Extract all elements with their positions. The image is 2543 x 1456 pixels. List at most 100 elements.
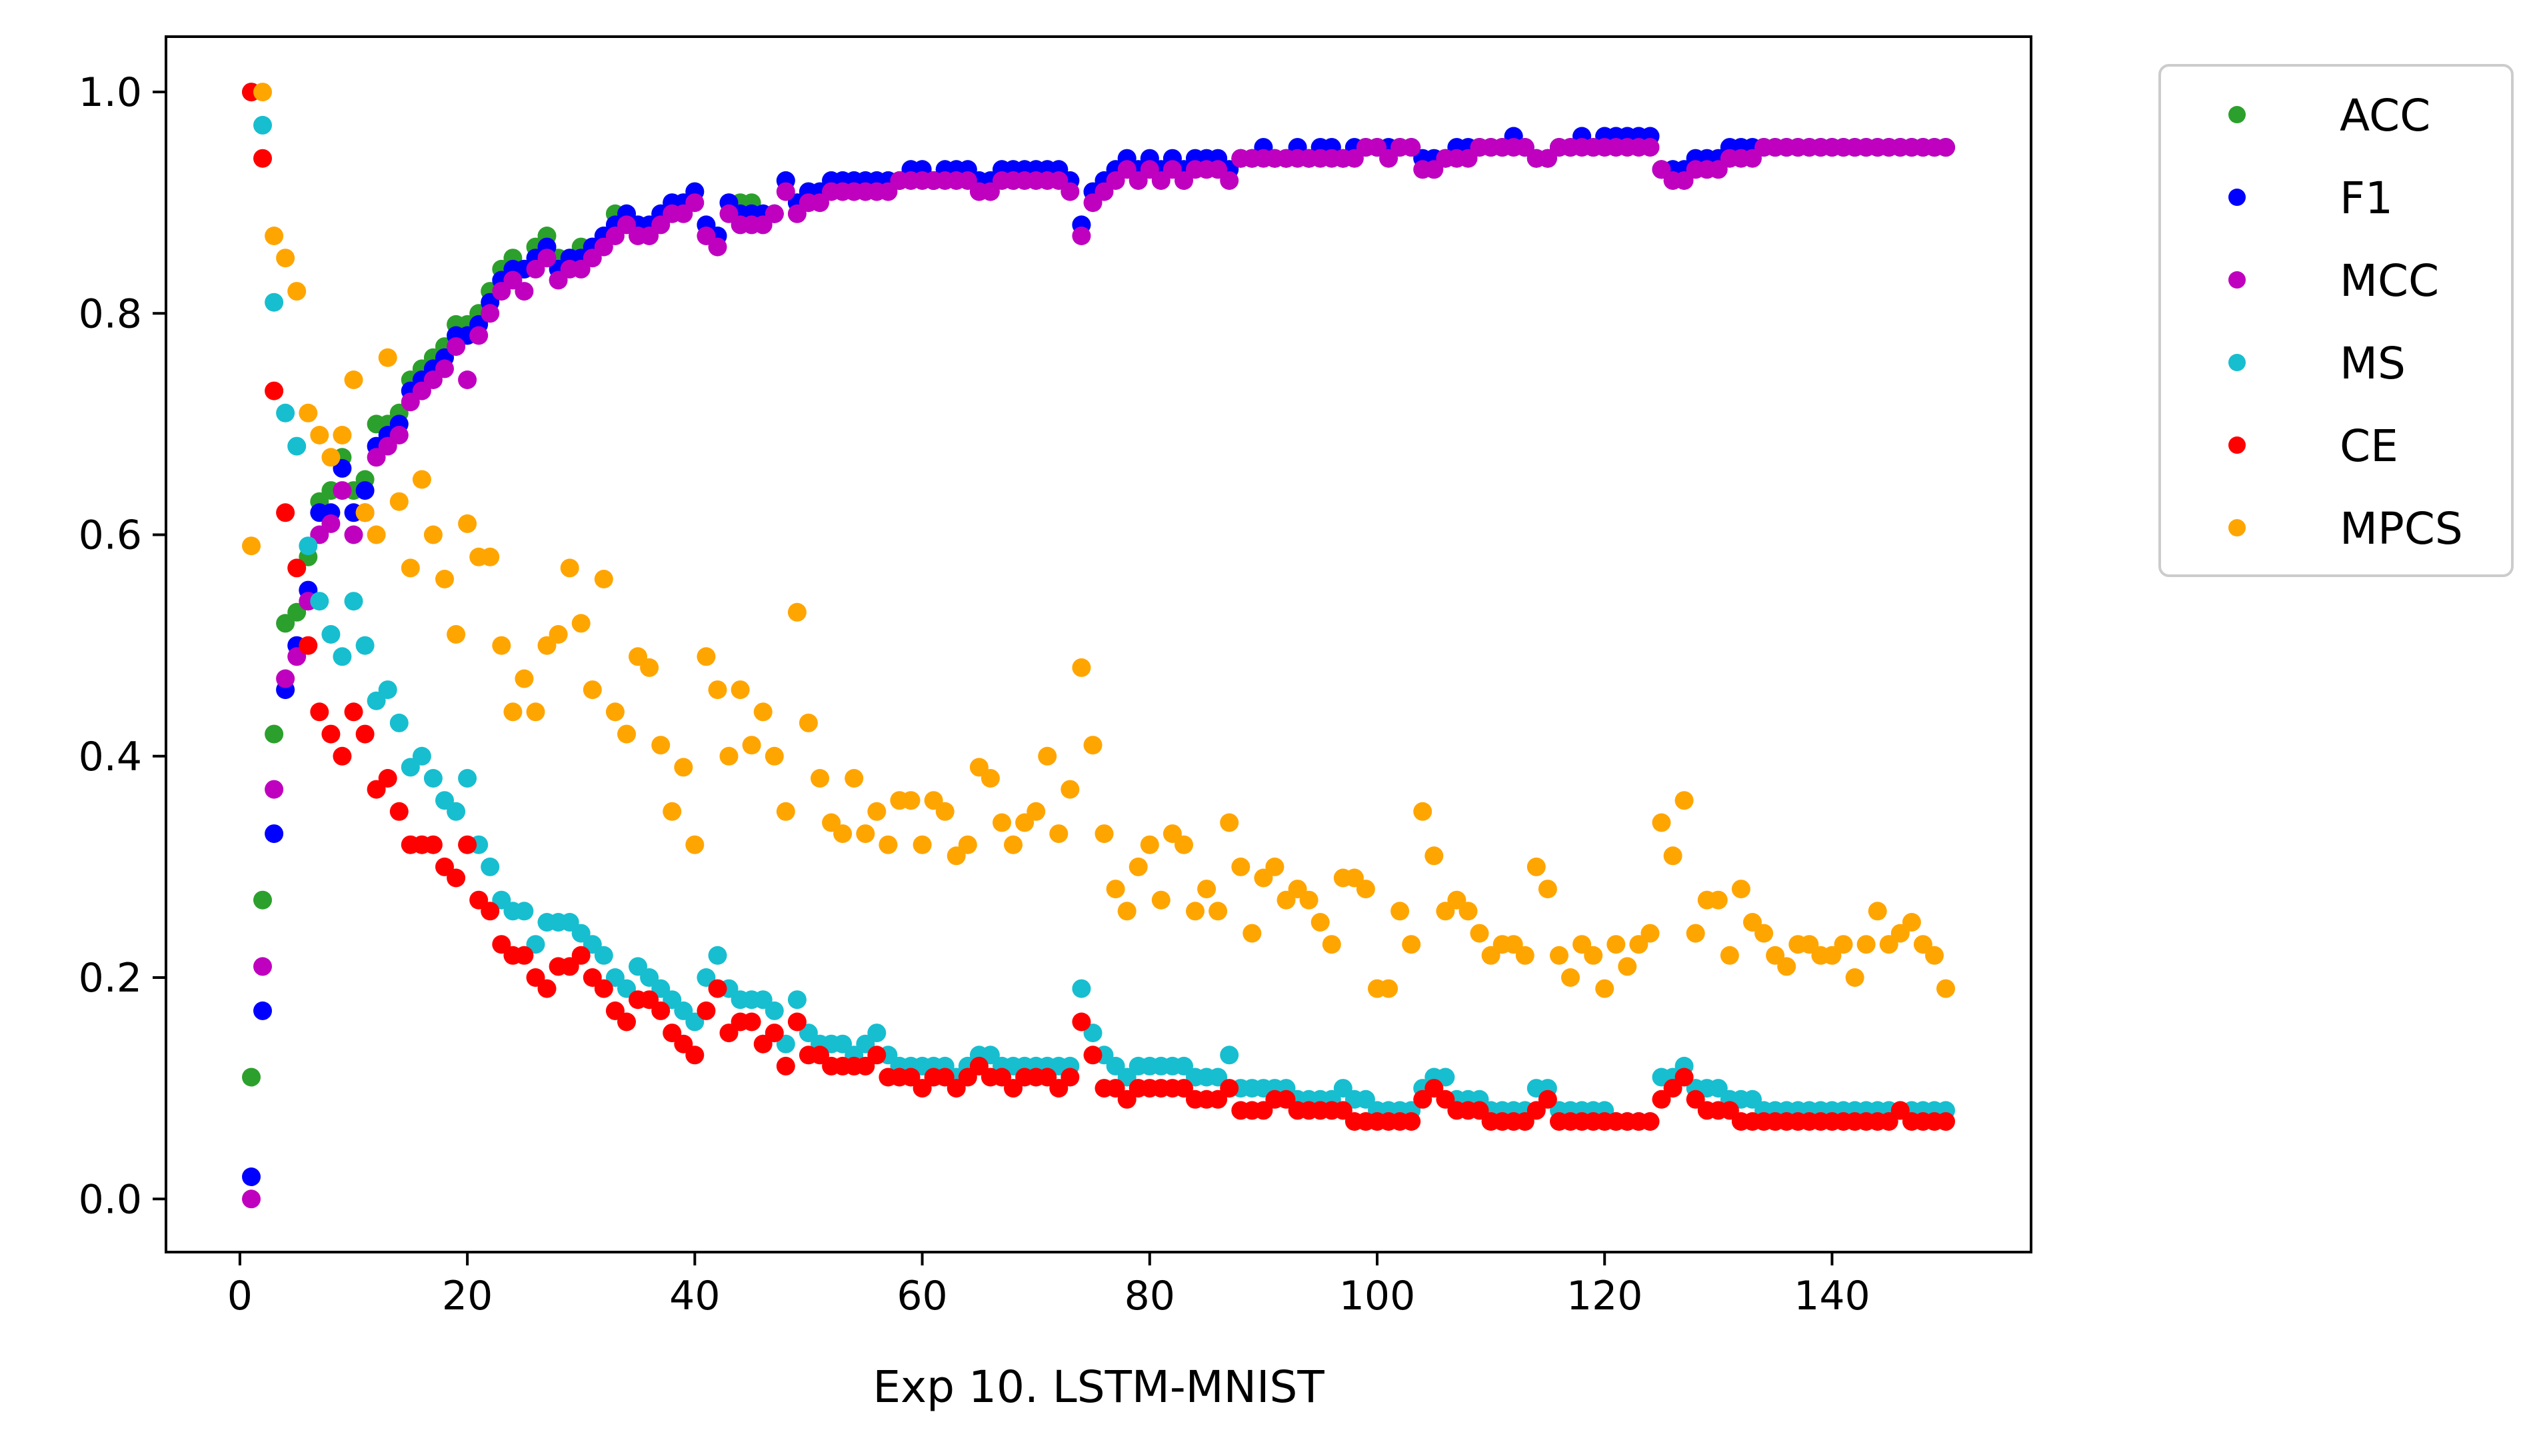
- point-mpcs: [799, 713, 818, 732]
- point-mpcs: [833, 824, 853, 844]
- point-mcc: [447, 337, 466, 357]
- point-mpcs: [674, 758, 693, 777]
- point-f1: [265, 824, 284, 844]
- point-mpcs: [583, 680, 602, 700]
- legend-label: F1: [2340, 173, 2393, 224]
- point-ms: [708, 946, 727, 965]
- point-mpcs: [845, 769, 864, 788]
- x-tick-label: 20: [442, 1273, 493, 1319]
- point-mpcs: [492, 636, 511, 655]
- point-mpcs: [1197, 880, 1217, 899]
- point-ce: [1936, 1112, 1955, 1131]
- point-mpcs: [1402, 935, 1421, 954]
- point-mpcs: [549, 625, 568, 644]
- point-ce: [423, 835, 443, 854]
- point-mpcs: [605, 702, 625, 722]
- point-f1: [355, 481, 375, 500]
- point-mpcs: [321, 448, 341, 467]
- point-mpcs: [1049, 824, 1069, 844]
- point-mpcs: [1129, 857, 1148, 876]
- point-mcc: [708, 237, 727, 257]
- point-mpcs: [1061, 780, 1080, 799]
- point-ms: [276, 403, 295, 422]
- point-mpcs: [617, 724, 636, 744]
- x-tick-label: 40: [669, 1273, 720, 1319]
- y-tick-label: 0.0: [79, 1176, 142, 1223]
- point-ce: [1061, 1068, 1080, 1087]
- point-mpcs: [856, 824, 875, 844]
- point-ce: [321, 724, 341, 744]
- point-mpcs: [1265, 857, 1284, 876]
- point-acc: [242, 1068, 261, 1087]
- point-mpcs: [1925, 946, 1944, 965]
- point-ms: [447, 802, 466, 821]
- point-ce: [389, 802, 409, 821]
- y-tick-label: 0.8: [79, 291, 142, 337]
- point-ce: [310, 702, 329, 722]
- point-mcc: [685, 193, 705, 213]
- x-tick-label: 100: [1339, 1273, 1416, 1319]
- point-mcc: [776, 182, 795, 201]
- point-ms: [787, 990, 807, 1010]
- point-mpcs: [242, 536, 261, 556]
- point-mpcs: [503, 702, 523, 722]
- point-mcc: [1151, 171, 1171, 190]
- point-mpcs: [640, 658, 659, 677]
- legend-marker: [2228, 354, 2246, 371]
- point-mpcs: [742, 736, 761, 755]
- point-mcc: [515, 282, 534, 301]
- point-mcc: [253, 957, 272, 976]
- point-ce: [276, 503, 295, 522]
- point-mpcs: [1004, 835, 1023, 854]
- x-axis-label: Exp 10. LSTM-MNIST: [873, 1361, 1324, 1413]
- point-ce: [1220, 1079, 1239, 1098]
- point-mcc: [469, 326, 489, 345]
- y-tick-label: 1.0: [79, 69, 142, 116]
- point-mpcs: [753, 702, 773, 722]
- point-ms: [253, 115, 272, 135]
- series-mpcs: [242, 83, 1955, 998]
- point-mpcs: [1584, 946, 1603, 965]
- point-mpcs: [253, 83, 272, 102]
- x-tick-label: 0: [227, 1273, 253, 1319]
- point-ce: [1538, 1090, 1557, 1109]
- point-ms: [344, 592, 363, 611]
- point-ms: [321, 625, 341, 644]
- x-tick-label: 140: [1794, 1273, 1870, 1319]
- point-mpcs: [344, 370, 363, 389]
- point-mpcs: [913, 835, 932, 854]
- point-mpcs: [526, 702, 545, 722]
- legend-label: MCC: [2340, 255, 2439, 307]
- point-mpcs: [287, 282, 307, 301]
- point-ce: [265, 381, 284, 400]
- point-ms: [753, 990, 773, 1010]
- y-tick-label: 0.4: [79, 734, 142, 780]
- point-mcc: [1652, 160, 1671, 179]
- point-mpcs: [1220, 813, 1239, 832]
- point-ce: [697, 1001, 716, 1020]
- point-ms: [458, 769, 477, 788]
- point-mpcs: [787, 602, 807, 622]
- point-ce: [571, 946, 591, 965]
- point-mpcs: [1117, 902, 1137, 921]
- point-ce: [765, 1024, 784, 1043]
- point-mpcs: [1595, 979, 1614, 998]
- point-ce: [1083, 1046, 1103, 1065]
- point-mpcs: [719, 746, 739, 766]
- point-mpcs: [1640, 924, 1660, 943]
- point-mpcs: [310, 426, 329, 444]
- point-mpcs: [1550, 946, 1568, 965]
- point-ce: [1674, 1068, 1694, 1087]
- point-mpcs: [367, 525, 386, 544]
- x-tick-label: 80: [1125, 1273, 1175, 1319]
- point-mpcs: [1175, 835, 1193, 854]
- point-mpcs: [1413, 802, 1432, 821]
- point-ms: [515, 902, 534, 921]
- point-mpcs: [435, 570, 454, 588]
- point-mpcs: [265, 227, 284, 245]
- point-mpcs: [1458, 902, 1478, 921]
- point-mcc: [537, 249, 557, 268]
- point-ce: [344, 702, 363, 722]
- point-ce: [1072, 1012, 1091, 1032]
- point-mpcs: [1231, 857, 1251, 876]
